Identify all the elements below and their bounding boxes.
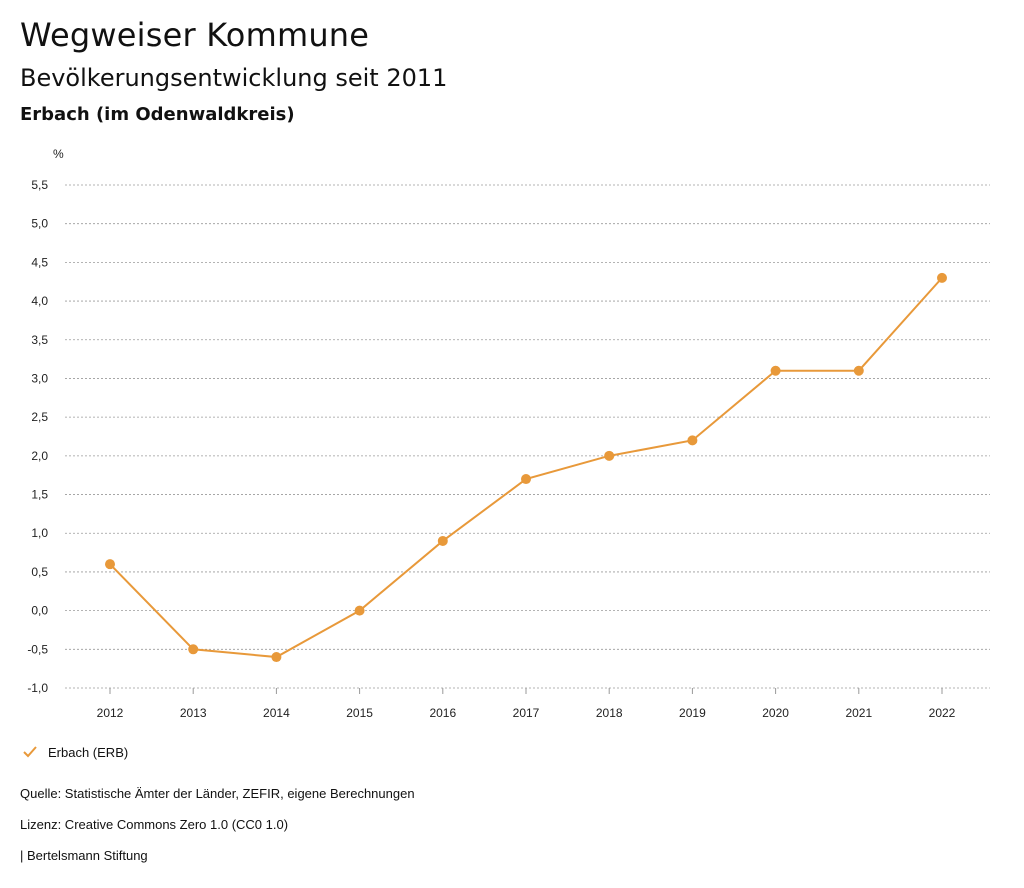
source-note: Quelle: Statistische Ämter der Länder, Z…: [20, 786, 415, 801]
data-point[interactable]: [604, 450, 615, 461]
data-point[interactable]: [188, 644, 199, 655]
check-icon: [23, 746, 37, 758]
legend-item-erbach[interactable]: Erbach (ERB): [22, 744, 128, 760]
series-line: [109, 277, 943, 659]
page-title: Wegweiser Kommune: [20, 16, 370, 54]
x-tick-label: 2012: [97, 706, 124, 720]
data-point[interactable]: [271, 652, 282, 663]
y-tick-label: 4,0: [31, 294, 48, 308]
chart-subtitle: Bevölkerungsentwicklung seit 2011: [20, 64, 448, 92]
x-tick-label: 2019: [679, 706, 706, 720]
x-tick-label: 2021: [845, 706, 872, 720]
y-tick-label: -0,5: [27, 642, 48, 656]
x-tick-label: 2016: [429, 706, 456, 720]
y-tick-label: 1,0: [31, 526, 48, 540]
y-tick-label: 2,5: [31, 410, 48, 424]
y-tick-label: 1,5: [31, 488, 48, 502]
x-tick-label: 2017: [513, 706, 540, 720]
x-tick-label: 2020: [762, 706, 789, 720]
data-point[interactable]: [853, 365, 864, 376]
license-note: Lizenz: Creative Commons Zero 1.0 (CC0 1…: [20, 817, 289, 832]
series-layer: [105, 272, 947, 663]
y-tick-label: 5,5: [31, 178, 48, 192]
x-tick-label: 2022: [929, 706, 956, 720]
y-axis-unit-label: %: [53, 147, 64, 161]
y-tick-label: 5,0: [31, 217, 48, 231]
x-tick-label: 2015: [346, 706, 373, 720]
y-tick-label: 3,0: [31, 371, 48, 385]
y-tick-label: 3,5: [31, 333, 48, 347]
publisher-note: | Bertelsmann Stiftung: [20, 848, 148, 863]
y-tick-label: 2,0: [31, 449, 48, 463]
y-tick-label: 4,5: [31, 255, 48, 269]
data-point[interactable]: [687, 435, 698, 446]
data-point[interactable]: [770, 365, 781, 376]
data-point[interactable]: [437, 535, 448, 546]
grid-layer: [65, 184, 990, 689]
y-tick-label: 0,5: [31, 565, 48, 579]
y-axis: -1,0 -0,5 0,0 0,5 1,0 1,5 2,0 2,5 3,0 3,5 4,0 4,5 5,…: [27, 178, 48, 695]
x-axis: 2012 2013 2014 2015 2016 2017 2018 2019 2020 2021…: [97, 688, 956, 720]
legend-label: Erbach (ERB): [48, 744, 129, 760]
data-point[interactable]: [105, 559, 115, 570]
x-tick-label: 2013: [180, 706, 207, 720]
data-point[interactable]: [521, 474, 531, 485]
y-tick-label: 0,0: [31, 604, 48, 618]
x-tick-label: 2018: [596, 706, 623, 720]
line-chart: -1,0 -0,5 0,0 0,5 1,0 1,5 2,0 2,5 3,0 3,5 4,0 4,5 5,…: [27, 147, 990, 720]
data-point[interactable]: [354, 605, 365, 616]
y-tick-label: -1,0: [27, 681, 48, 695]
data-point[interactable]: [937, 272, 947, 283]
region-name: Erbach (im Odenwaldkreis): [20, 104, 295, 125]
x-tick-label: 2014: [263, 706, 290, 720]
